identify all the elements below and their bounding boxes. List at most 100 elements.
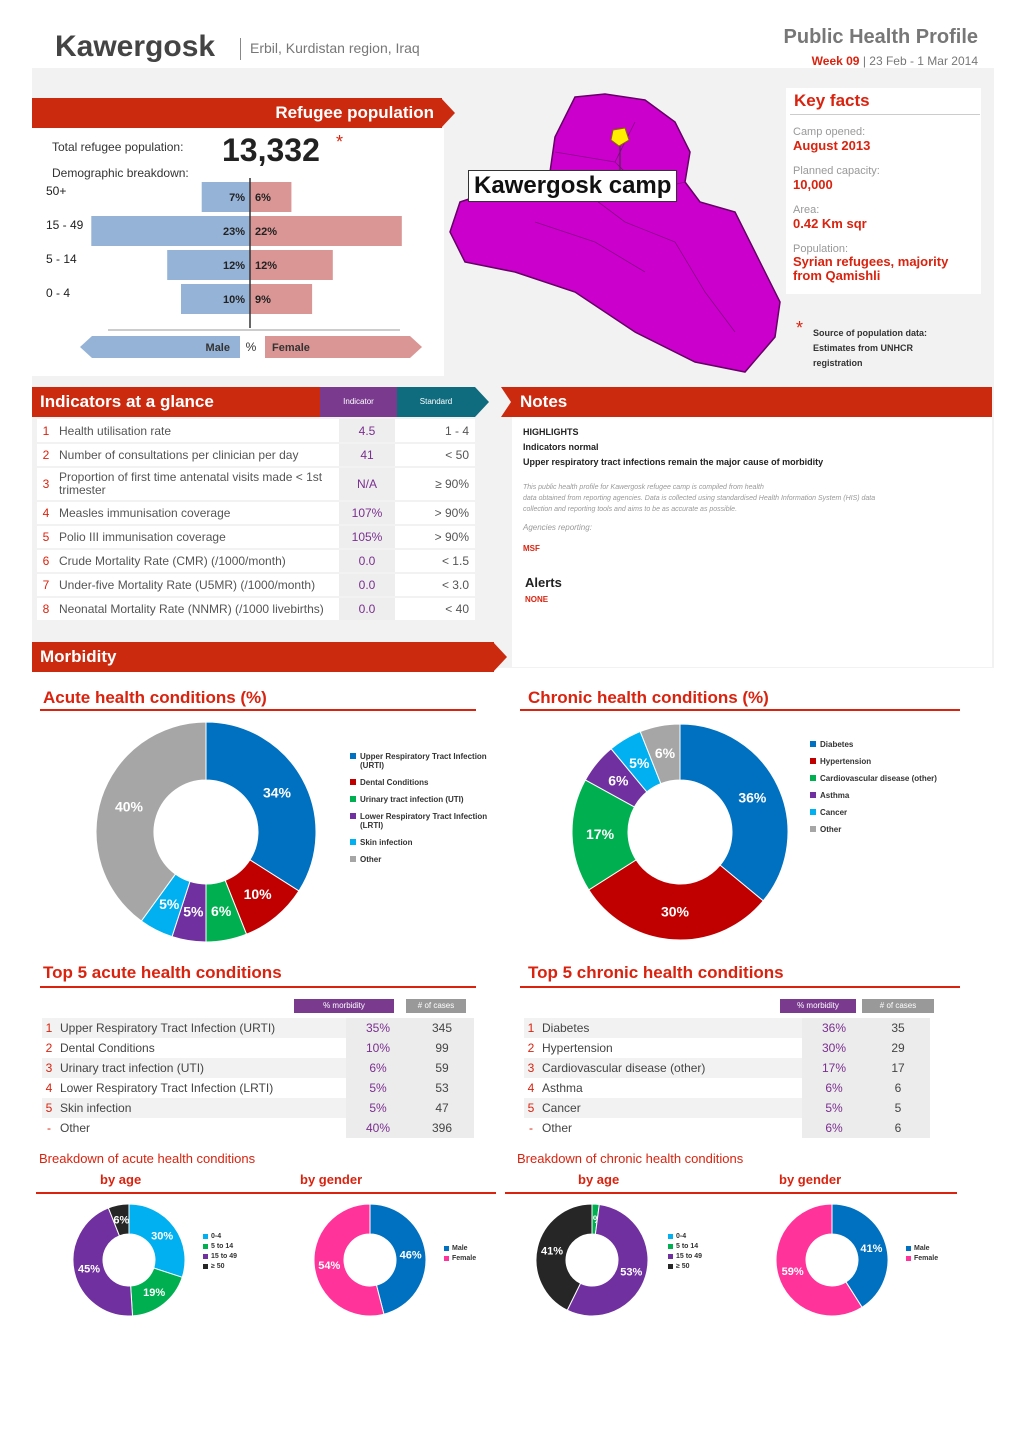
description-line: This public health profile for Kawergosk… — [523, 484, 764, 491]
legend-swatch — [810, 775, 816, 781]
top5-chronic-title: Top 5 chronic health conditions — [528, 963, 784, 982]
alerts-title: Alerts — [525, 575, 562, 590]
legend-label: Cardiovascular disease (other) — [820, 774, 937, 783]
condition-pct: 36% — [802, 1018, 866, 1038]
acute-age-donut: 30% 19% 45% 6% — [72, 1203, 186, 1317]
population-source-note: Source of population data: Estimates fro… — [813, 326, 927, 371]
legend-swatch — [444, 1256, 449, 1261]
chronic-age-donut: 2%53%41% — [535, 1203, 649, 1317]
legend-label: Other — [360, 855, 382, 864]
chronic-by-gender-label: by gender — [779, 1172, 842, 1187]
condition-cases: 5 — [866, 1098, 930, 1118]
population-pyramid: 50+ 7% 6% 15 - 49 23% 22% 5 - 14 12% 12% 0 - 4 10%… — [46, 178, 422, 358]
acute-by-gender-label: by gender — [300, 1172, 363, 1187]
indicator-label: Neonatal Mortality Rate (NNMR) (/1000 li… — [55, 597, 339, 622]
female-bar — [250, 182, 292, 212]
condition-cases: 99 — [410, 1038, 474, 1058]
legend-swatch — [350, 779, 356, 785]
row-number: 5 — [527, 1101, 535, 1115]
demographic-label: Demographic breakdown: — [52, 166, 189, 180]
legend-item: 15 to 49 — [668, 1253, 702, 1260]
indicator-row: 5 Polio III immunisation coverage 105% > 90… — [37, 525, 475, 550]
legend-item: Dental Conditions — [350, 778, 490, 787]
legend-label: Urinary tract infection (UTI) — [360, 795, 464, 804]
legend-swatch — [350, 753, 356, 759]
male-pct-label: 7% — [229, 192, 245, 204]
slice-label: 59% — [782, 1266, 804, 1278]
legend-swatch — [203, 1244, 208, 1249]
top5-acute-table: 1 Upper Respiratory Tract Infection (URTI… — [42, 1018, 474, 1138]
agencies-value: MSF — [523, 544, 540, 553]
slice-label: 10% — [244, 886, 273, 902]
indicator-label: Measles immunisation coverage — [55, 501, 339, 526]
legend-swatch — [810, 792, 816, 798]
breakdown-acute-title: Breakdown of acute health conditions — [39, 1151, 256, 1166]
top5-acute-underline — [40, 986, 476, 988]
age-group-label: 5 - 14 — [46, 252, 77, 266]
title-divider — [240, 38, 241, 60]
condition-label: Skin infection — [60, 1101, 132, 1115]
slice-label: 6% — [608, 773, 629, 789]
fact-capacity: Planned capacity: 10,000 — [793, 165, 978, 192]
legend-label: Female — [452, 1255, 477, 1262]
breakdown-chronic-underline — [505, 1192, 957, 1194]
legend-item: Male — [906, 1245, 938, 1252]
legend-item: Cancer — [810, 808, 950, 817]
slice-label: 34% — [263, 785, 292, 801]
legend-swatch — [350, 813, 356, 819]
fact-value: August 2013 — [793, 138, 871, 153]
row-number: 4 — [45, 1081, 53, 1095]
chronic-title-underline — [520, 709, 960, 711]
legend-label: Asthma — [820, 791, 850, 800]
description-line: data obtained from reporting agencies. D… — [523, 495, 876, 502]
legend-label: Upper Respiratory Tract Infection (URTI) — [360, 752, 487, 770]
top5-chronic-underline — [520, 986, 960, 988]
condition-label: Upper Respiratory Tract Infection (URTI) — [60, 1021, 276, 1035]
condition-label: Asthma — [542, 1081, 583, 1095]
slice-label: 17% — [586, 826, 615, 842]
legend-label: Diabetes — [820, 740, 854, 749]
standard-col-header: Standard — [397, 387, 475, 417]
male-pct-label: 23% — [223, 226, 245, 238]
legend-label: Lower Respiratory Tract Infection (LRTI) — [360, 812, 488, 830]
condition-row: 4 Lower Respiratory Tract Infection (LRTI… — [42, 1078, 474, 1098]
chronic-donut-chart: 36%30%17%6%5%6% — [571, 723, 789, 941]
highlights-title: HIGHLIGHTS — [523, 427, 579, 437]
key-facts-list: Camp opened: August 2013 Planned capacity… — [793, 126, 978, 283]
notes-highlights: HIGHLIGHTS Indicators normal Upper respi… — [523, 425, 823, 470]
donut-slice — [313, 1203, 385, 1317]
female-pct-label: 9% — [255, 294, 271, 306]
legend-item: Female — [906, 1255, 938, 1262]
slice-label: 6% — [113, 1214, 129, 1226]
row-number: 3 — [45, 1061, 53, 1075]
condition-label: Cancer — [542, 1101, 581, 1115]
condition-label: Diabetes — [542, 1021, 590, 1035]
indicator-label: Health utilisation rate — [55, 419, 339, 444]
condition-row: 3 Cardiovascular disease (other) 17% 17 — [524, 1058, 930, 1078]
slice-label: 40% — [115, 799, 144, 815]
row-number: - — [529, 1121, 533, 1135]
acute-by-age-label: by age — [100, 1172, 142, 1187]
row-number: 4 — [37, 501, 55, 526]
indicator-value: 107% — [339, 501, 395, 526]
donut-slice — [128, 1203, 186, 1278]
indicator-row: 8 Neonatal Mortality Rate (NNMR) (/1000 l… — [37, 597, 475, 622]
acute-age-legend: 0-4 5 to 14 15 to 49 ≥ 50 — [203, 1233, 237, 1273]
donut-slice — [369, 1203, 427, 1315]
legend-swatch — [810, 826, 816, 832]
age-group-label: 0 - 4 — [46, 286, 70, 300]
condition-pct: 30% — [802, 1038, 866, 1058]
indicator-value: 0.0 — [339, 597, 395, 622]
pct-axis-label: % — [246, 340, 257, 354]
legend-item: 5 to 14 — [203, 1243, 237, 1250]
legend-swatch — [810, 741, 816, 747]
source-line: Estimates from UNHCR — [813, 343, 914, 353]
legend-item: Asthma — [810, 791, 950, 800]
condition-row: 4 Asthma 6% 6 — [524, 1078, 930, 1098]
page-title: Kawergosk — [55, 30, 216, 63]
slice-label: 30% — [661, 904, 690, 920]
legend-item: Hypertension — [810, 757, 950, 766]
donut-slice — [831, 1203, 889, 1308]
fact-area: Area: 0.42 Km sqr — [793, 204, 978, 231]
breakdown-acute-underline — [36, 1192, 496, 1194]
